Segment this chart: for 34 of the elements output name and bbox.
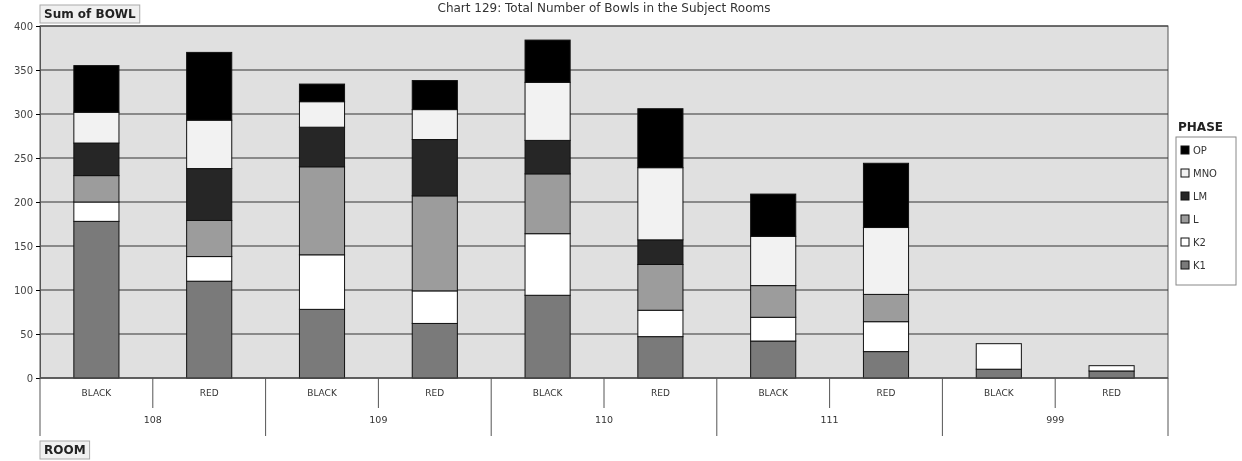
y-tick-label: 50 [20, 328, 33, 340]
text: 111 [820, 414, 839, 425]
y-tick-label: 100 [13, 284, 33, 296]
x-tick-label: RED [876, 388, 896, 398]
legend-label: K2 [1193, 237, 1206, 248]
legend-label: K1 [1193, 260, 1206, 271]
x-tick-label: RED [650, 388, 670, 398]
text: 110 [594, 414, 614, 425]
legend-label: OP [1193, 145, 1207, 156]
legend-label: L [1193, 214, 1199, 225]
y-tick-label: 150 [13, 240, 33, 252]
x-tick-label: BLACK [532, 388, 564, 398]
x-tick-label: BLACK [984, 388, 1015, 398]
y-tick-label: 250 [13, 152, 33, 164]
y-tick-label: 300 [13, 108, 33, 120]
text: 108 [143, 414, 162, 425]
chart-title: Chart 129: Total Number of Bowls in the Subject Rooms [437, 1, 771, 15]
x-tick-label: RED [425, 388, 445, 398]
legend-label: MNO [1193, 168, 1218, 179]
x-axis-title: ROOM [44, 443, 86, 457]
text: 109 [369, 414, 388, 425]
x-tick-label: BLACK [81, 388, 113, 398]
legend-title: PHASE [1178, 120, 1223, 134]
y-axis-title: Sum of BOWL [44, 7, 137, 21]
y-tick-label: 400 [13, 20, 33, 32]
y-tick-label: 0 [26, 372, 33, 384]
x-tick-label: BLACK [758, 388, 790, 398]
x-tick-label: RED [199, 388, 219, 398]
legend-label: LM [1193, 191, 1208, 202]
text: 999 [1046, 414, 1065, 425]
y-tick-label: 200 [13, 196, 33, 208]
x-tick-label: RED [1102, 388, 1122, 398]
y-tick-label: 350 [13, 64, 33, 76]
x-tick-label: BLACK [307, 388, 338, 398]
